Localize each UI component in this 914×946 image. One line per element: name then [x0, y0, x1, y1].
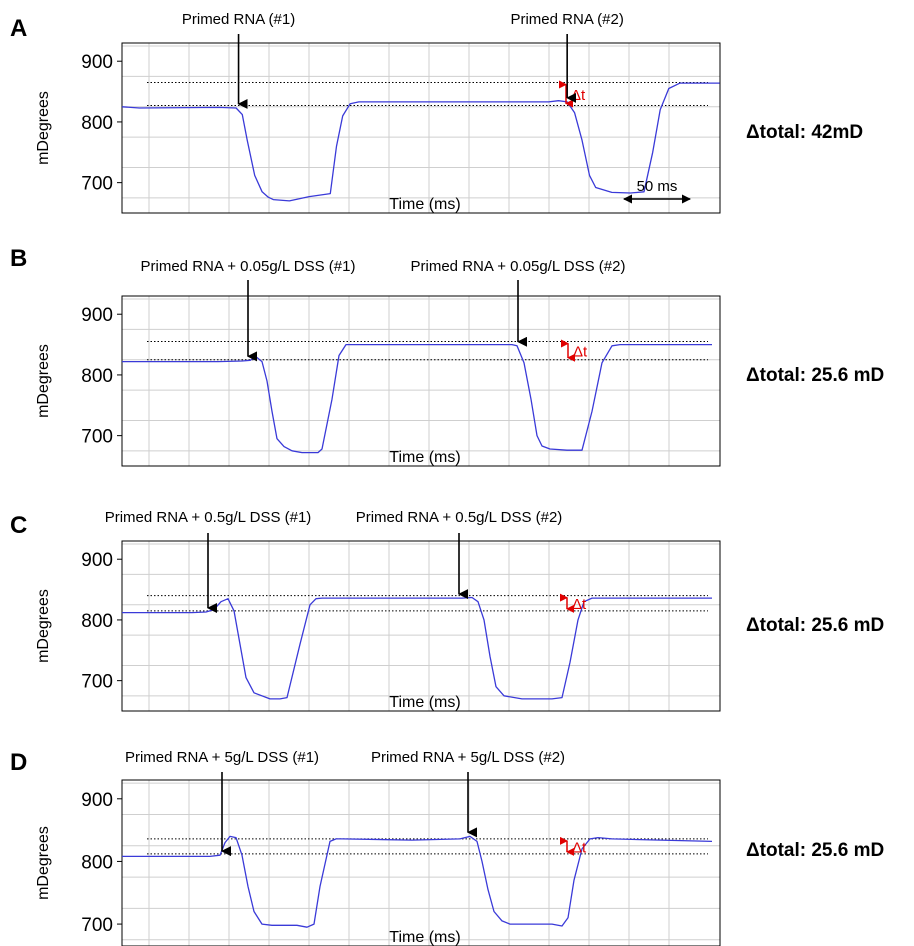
y-axis-label: mDegrees: [35, 344, 52, 418]
panel-letter: B: [10, 245, 27, 272]
y-tick-label: 700: [81, 427, 113, 448]
series-line: [122, 596, 712, 700]
y-tick-label: 900: [81, 305, 113, 326]
annotation-label: Primed RNA + 0.05g/L DSS (#1): [141, 258, 356, 275]
annotation-label: Primed RNA + 5g/L DSS (#2): [371, 749, 565, 766]
series-line: [122, 343, 712, 454]
plot-frame: [121, 540, 721, 712]
y-tick-label: 700: [81, 672, 113, 693]
annotation-label: Primed RNA + 5g/L DSS (#1): [125, 749, 319, 766]
annotation-label: Primed RNA (#1): [182, 11, 295, 28]
y-tick-label: 800: [81, 852, 113, 873]
panel-letter: A: [10, 15, 27, 42]
y-tick-label: 900: [81, 52, 113, 73]
y-axis-label: mDegrees: [35, 91, 52, 165]
y-tick-label: 800: [81, 113, 113, 134]
annotation-label: Primed RNA (#2): [510, 11, 623, 28]
annotation-label: Primed RNA + 0.05g/L DSS (#2): [411, 258, 626, 275]
y-tick-label: 700: [81, 915, 113, 936]
y-tick-label: 900: [81, 790, 113, 811]
delta-total-label: Δtotal: 25.6 mD: [746, 365, 884, 386]
series-line: [121, 82, 720, 202]
plot-frame: [121, 779, 721, 946]
panel-letter: C: [10, 512, 27, 539]
x-axis-label: Time (ms): [389, 694, 460, 711]
y-tick-label: 900: [81, 550, 113, 571]
delta-t-label: Δt: [572, 839, 587, 856]
delta-total-label: Δtotal: 25.6 mD: [746, 615, 884, 636]
plot-frame: [121, 42, 721, 214]
panel-letter: D: [10, 749, 27, 776]
delta-t-label: Δt: [572, 596, 587, 613]
y-tick-label: 800: [81, 366, 113, 387]
y-tick-label: 800: [81, 611, 113, 632]
annotation-label: Primed RNA + 0.5g/L DSS (#1): [105, 509, 312, 526]
delta-t-label: Δt: [571, 87, 586, 104]
x-axis-label: Time (ms): [389, 929, 460, 946]
delta-t-label: Δt: [573, 344, 588, 361]
x-axis-label: Time (ms): [389, 196, 460, 213]
delta-total-label: Δtotal: 42mD: [746, 122, 863, 143]
scale-bar-label: 50 ms: [637, 178, 678, 195]
y-axis-label: mDegrees: [35, 826, 52, 900]
x-axis-label: Time (ms): [389, 449, 460, 466]
annotation-label: Primed RNA + 0.5g/L DSS (#2): [356, 509, 563, 526]
y-axis-label: mDegrees: [35, 589, 52, 663]
series-line: [122, 835, 713, 928]
delta-total-label: Δtotal: 25.6 mD: [746, 840, 884, 861]
plot-frame: [121, 295, 721, 467]
y-tick-label: 700: [81, 174, 113, 195]
